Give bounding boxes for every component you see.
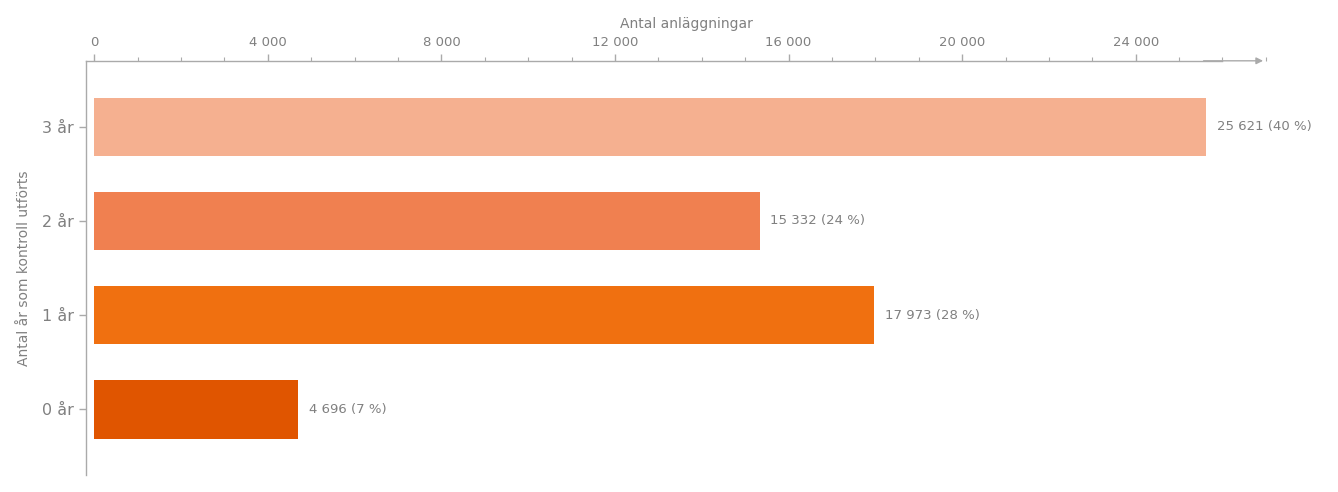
Y-axis label: Antal år som kontroll utförts: Antal år som kontroll utförts [16, 170, 31, 366]
Text: 15 332 (24 %): 15 332 (24 %) [771, 215, 866, 227]
Bar [94, 97, 1206, 156]
Text: 4 696 (7 %): 4 696 (7 %) [309, 403, 387, 416]
Bar [94, 380, 298, 438]
Bar [94, 192, 760, 250]
X-axis label: Antal anläggningar: Antal anläggningar [619, 17, 753, 31]
Text: 17 973 (28 %): 17 973 (28 %) [884, 308, 979, 322]
Text: 25 621 (40 %): 25 621 (40 %) [1216, 120, 1311, 133]
Bar [94, 286, 874, 344]
